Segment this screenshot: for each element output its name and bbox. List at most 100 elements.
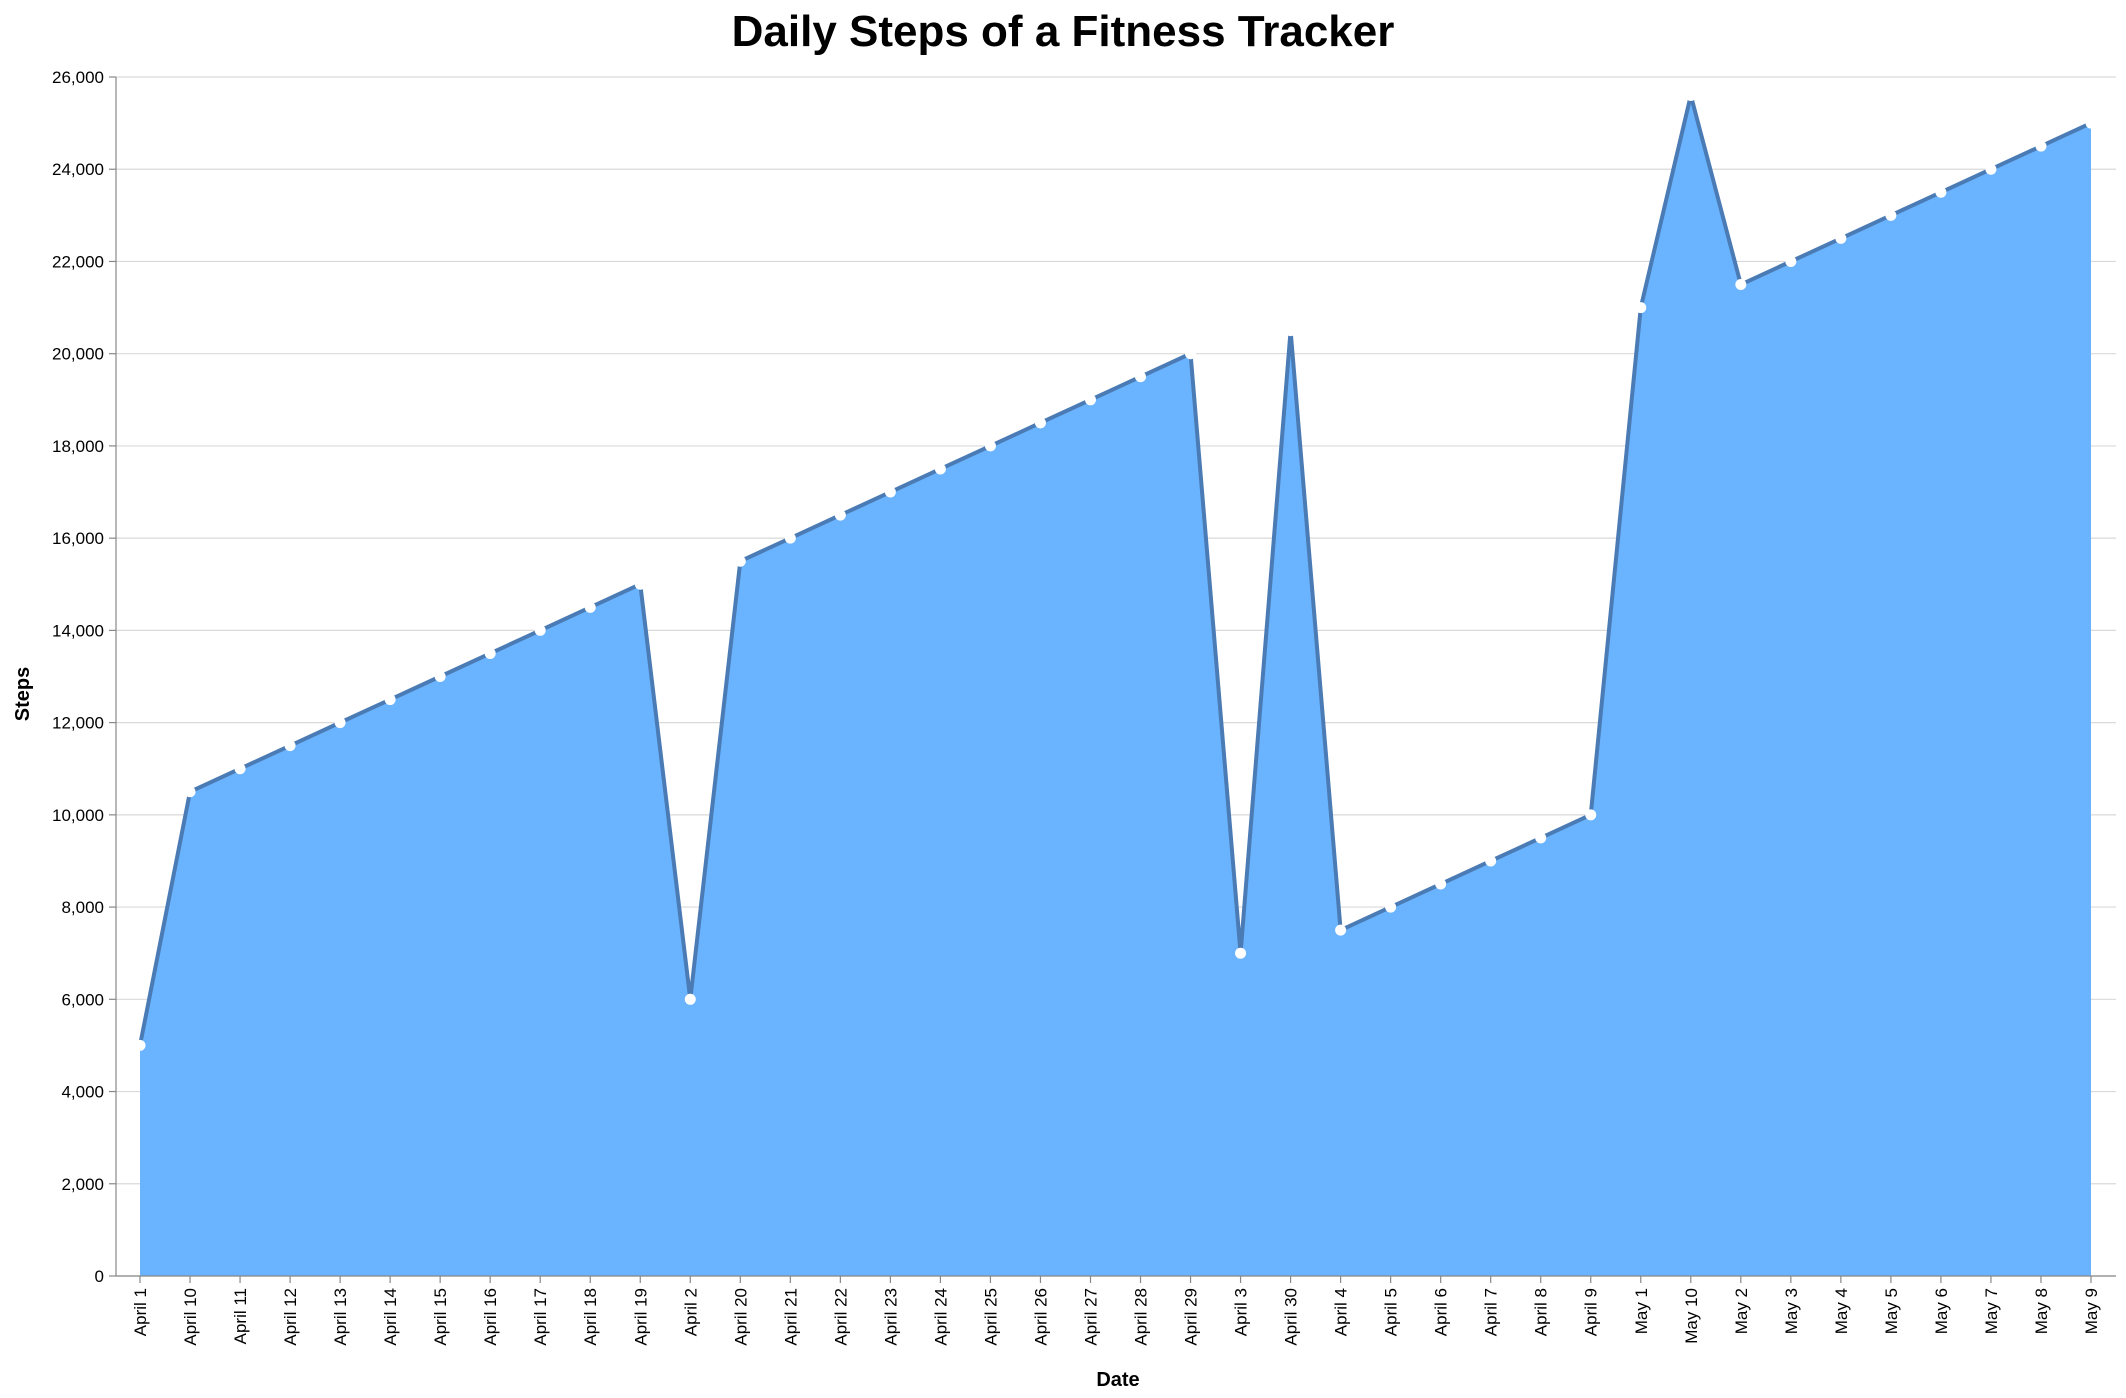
x-tick-label: April 6 [1432, 1288, 1451, 1336]
data-point [134, 1039, 146, 1051]
x-tick-label: April 19 [631, 1288, 650, 1346]
data-point [1735, 279, 1747, 291]
data-point [1985, 163, 1997, 175]
x-tick-label: May 7 [1982, 1288, 2001, 1334]
x-tick-label: May 9 [2082, 1288, 2101, 1334]
data-point [1385, 901, 1397, 913]
x-tick-label: April 24 [931, 1288, 950, 1346]
y-tick-label: 20,000 [52, 345, 104, 364]
data-point [884, 486, 896, 498]
data-point [1435, 878, 1447, 890]
data-point [1185, 348, 1197, 360]
chart-title: Daily Steps of a Fitness Tracker [732, 7, 1395, 56]
data-point [484, 647, 496, 659]
x-tick-label: April 30 [1282, 1288, 1301, 1346]
data-point [1535, 832, 1547, 844]
x-tick-label: April 25 [981, 1288, 1000, 1346]
data-point [734, 555, 746, 567]
x-tick-label: April 1 [131, 1288, 150, 1336]
data-point [1935, 186, 1947, 198]
data-point [184, 786, 196, 798]
x-tick-label: May 2 [1732, 1288, 1751, 1334]
data-point [434, 671, 446, 682]
y-tick-label: 10,000 [52, 806, 104, 825]
y-tick-label: 16,000 [52, 529, 104, 548]
data-point [784, 532, 796, 544]
y-tick-label: 22,000 [52, 252, 104, 271]
data-point [1285, 325, 1297, 337]
y-tick-label: 12,000 [52, 714, 104, 733]
x-tick-label: April 9 [1582, 1288, 1601, 1336]
x-tick-label: April 4 [1332, 1288, 1351, 1336]
x-tick-label: April 26 [1031, 1288, 1050, 1346]
data-point [584, 601, 596, 613]
y-tick-label: 14,000 [52, 621, 104, 640]
axes: 0 2,000 4,000 6,000 8,000 10,000 12,000 14,000 1… [52, 68, 2116, 1346]
x-tick-label: April 8 [1532, 1288, 1551, 1336]
x-tick-label: April 11 [231, 1288, 250, 1344]
x-tick-label: April 7 [1482, 1288, 1501, 1336]
data-point [934, 463, 946, 475]
data-point [384, 694, 396, 706]
y-axis-title: Steps [12, 667, 34, 721]
x-tick-label: April 3 [1232, 1288, 1251, 1336]
data-point [1885, 209, 1897, 221]
series-line [138, 94, 2092, 1046]
data-point [1585, 809, 1597, 821]
data-point [634, 578, 646, 590]
data-point [1335, 924, 1347, 936]
y-tick-label: 8,000 [61, 898, 104, 917]
x-tick-label: April 23 [881, 1288, 900, 1346]
x-axis-title: Date [1096, 1369, 1139, 1391]
x-tick-label: April 22 [831, 1288, 850, 1346]
data-point [1485, 855, 1497, 867]
x-tick-label: April 10 [181, 1288, 200, 1346]
x-tick-label: April 21 [781, 1288, 800, 1346]
data-point [234, 763, 246, 775]
data-point [1685, 89, 1697, 101]
x-tick-label: May 5 [1882, 1288, 1901, 1334]
y-tick-label: 24,000 [52, 160, 104, 179]
data-point [1635, 302, 1647, 314]
y-tick-label: 4,000 [61, 1083, 104, 1102]
x-tick-label: May 1 [1632, 1288, 1651, 1334]
x-tick-label: April 12 [281, 1288, 300, 1346]
data-point [284, 740, 296, 752]
data-point [534, 624, 546, 636]
x-tick-label: May 3 [1782, 1288, 1801, 1334]
x-tick-label: April 20 [731, 1288, 750, 1346]
data-point [684, 993, 696, 1005]
data-point [1785, 255, 1797, 267]
x-tick-label: May 10 [1682, 1288, 1701, 1344]
x-tick-label: April 16 [481, 1288, 500, 1346]
x-tick-label: April 17 [531, 1288, 550, 1346]
x-tick-label: April 28 [1132, 1288, 1151, 1346]
data-point [834, 509, 846, 521]
area-series [138, 94, 2092, 1276]
x-tick-label: May 8 [2032, 1288, 2051, 1334]
x-tick-label: April 13 [331, 1288, 350, 1346]
x-tick-label: April 15 [431, 1288, 450, 1346]
x-tick-label: April 14 [381, 1288, 400, 1346]
x-tick-label: May 4 [1832, 1288, 1851, 1334]
data-point [2035, 140, 2047, 152]
x-tick-label: April 29 [1182, 1288, 1201, 1346]
data-point [1235, 947, 1247, 959]
data-point [1135, 371, 1147, 383]
x-tick-label: April 27 [1081, 1288, 1100, 1346]
x-tick-label: April 18 [581, 1288, 600, 1346]
data-point [1084, 394, 1096, 406]
area-fill [140, 95, 2091, 1276]
data-point [984, 440, 996, 452]
y-tick-label: 0 [95, 1267, 104, 1286]
x-tick-label: April 5 [1382, 1288, 1401, 1336]
data-point [334, 717, 346, 729]
data-point [1034, 417, 1046, 429]
x-tick-label: April 2 [681, 1288, 700, 1336]
y-tick-label: 18,000 [52, 437, 104, 456]
data-point [2085, 117, 2097, 129]
x-tick-label: May 6 [1932, 1288, 1951, 1334]
y-tick-label: 26,000 [52, 68, 104, 87]
